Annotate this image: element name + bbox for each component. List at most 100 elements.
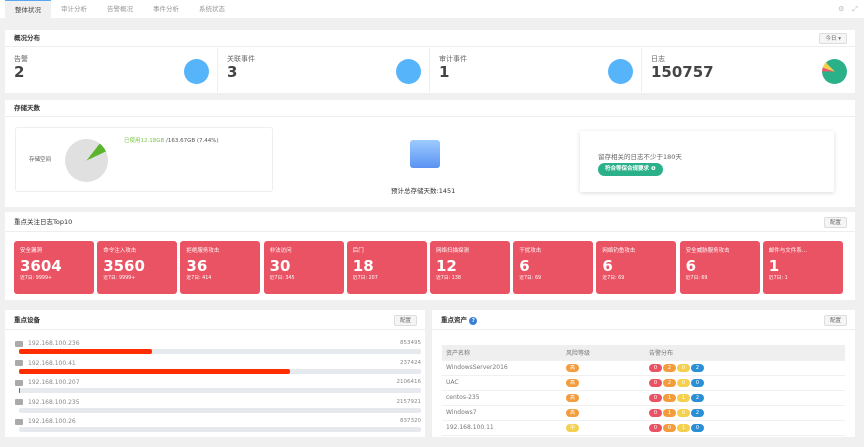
card-name: 命令注入攻击 [103,248,137,254]
card-name: 安全威胁服务攻击 [685,248,730,254]
card-name: 非法访问 [269,248,292,254]
stat-correlated[interactable]: 关联事件 3 [218,48,430,92]
top10-card[interactable]: 干扰攻击 6 近7日: 69 [513,241,594,294]
risk-cell: 中 [562,420,645,436]
assets-config-button[interactable]: 配置 [823,315,847,326]
storage-pie [65,139,108,182]
devices-config-button[interactable]: 配置 [393,315,417,326]
alert-count-badge: 0 [663,423,676,432]
top10-card[interactable]: 拒绝服务攻击 36 近7日: 414 [180,241,261,294]
alert-count-badge: 0 [677,363,690,372]
table-row[interactable]: UAC 高 0 2 0 0 [442,375,845,391]
card-recent: 近7日: 414 [186,276,212,281]
stat-logs[interactable]: 日志 150757 [642,48,855,92]
card-count: 1 [768,257,780,275]
asset-name: centos-235 [442,390,562,406]
top10-card[interactable]: 网络钓鱼攻击 6 近7日: 69 [596,241,677,294]
top10-card[interactable]: 安全漏洞 3604 近7日: 9999+ [14,241,94,294]
device-row[interactable]: 192.168.100.207 2106416 [15,379,421,395]
device-row[interactable]: 192.168.100.235 2157921 [15,399,421,415]
tab-events[interactable]: 事件分析 [153,5,179,13]
compliance-badge[interactable]: 符合等保合规要求 ❶ [598,163,663,176]
device-bar [19,427,421,432]
card-count: 6 [602,257,613,275]
alert-count-badge: 0 [649,363,662,372]
stat-value: 3 [227,63,238,81]
table-row[interactable]: Windows7 高 0 1 0 2 [442,405,845,421]
risk-badge: 高 [566,393,579,402]
stat-label: 日志 [651,55,665,63]
alert-count-badge: 1 [677,423,690,432]
used-value: 已使用12.18GB [124,138,165,144]
compliance-box: 留存相关的日志不少于180天 符合等保合规要求 ❶ [580,131,834,192]
top10-config-button[interactable]: 配置 [823,217,847,228]
card-count: 6 [685,257,697,275]
storage-usage: 已使用12.18GB /163.67GB (7.44%) [124,136,219,144]
device-row[interactable]: 192.168.100.26 837320 [15,418,421,434]
tab-overall[interactable]: 整体状况 [5,0,51,18]
help-icon[interactable]: ? [469,317,478,325]
devices-title: 重点设备 [5,310,425,330]
log-pie-chart [822,59,847,84]
alert-count-badge: 0 [649,393,662,402]
device-row[interactable]: 192.168.100.41 237424 [15,360,421,376]
alert-count-badge: 0 [677,378,690,387]
server-icon [15,379,23,386]
ip-text: 192.168.100.235 [28,398,80,406]
period-select[interactable]: 今日 ▾ [819,33,847,44]
device-value: 2157921 [396,398,422,405]
risk-badge: 中 [566,423,579,432]
asset-name: 192.168.100.11 [442,420,562,436]
expand-icon[interactable]: ⤢ [852,5,858,13]
top10-card[interactable]: 网络扫描探测 12 近7日: 138 [430,241,510,294]
alert-count-badge: 1 [663,408,676,417]
top10-card[interactable]: 命令注入攻击 3560 近7日: 9999+ [97,241,178,294]
tab-alerts[interactable]: 告警概况 [107,5,133,13]
tab-audit[interactable]: 审计分析 [61,5,87,13]
table-row[interactable]: centos-235 高 0 1 1 2 [442,390,845,406]
card-count: 12 [436,257,457,275]
gear-icon[interactable]: ⚙ [838,5,845,13]
device-row[interactable]: 192.168.100.236 853495 [15,340,421,356]
card-name: 拒绝服务攻击 [186,248,220,254]
card-name: 干扰攻击 [519,248,542,254]
device-ip: 192.168.100.26 [15,418,76,425]
ip-text: 192.168.100.26 [28,418,76,425]
device-bar-fill [19,349,152,354]
asset-name: WindowsServer2016 [442,360,562,376]
top10-card[interactable]: 安全威胁服务攻击 6 近7日: 69 [679,241,760,294]
stat-value: 150757 [651,63,714,81]
alert-count-badge: 0 [677,408,690,417]
asset-name: UAC [442,375,562,391]
assets-title: 重点资产 ? [432,310,855,330]
tab-system[interactable]: 系统状态 [199,5,225,13]
alert-count-badge: 2 [691,408,704,417]
alert-count-badge: 0 [649,408,662,417]
device-value: 837320 [400,418,421,424]
storage-panel: 存储天数 存储空间 已使用12.18GB /163.67GB (7.44%) 预… [5,100,855,207]
card-count: 30 [269,257,291,275]
assets-table: 资产名称 风险等级 告警分布 WindowsServer2016 高 0 2 0 2 UAC 高 0… [442,345,845,436]
stat-alerts[interactable]: 告警 2 [5,48,218,92]
stat-value: 1 [439,63,450,81]
alert-count-badge: 2 [691,363,704,372]
server-icon [15,399,23,405]
device-bar [19,349,421,354]
risk-cell: 高 [562,375,645,391]
storage-box: 存储空间 已使用12.18GB /163.67GB (7.44%) [15,127,273,192]
table-row[interactable]: WindowsServer2016 高 0 2 0 2 [442,360,845,376]
server-icon [15,360,23,366]
card-name: 后门 [352,248,364,254]
top10-card[interactable]: 后门 18 近7日: 207 [346,241,427,294]
stat-label: 关联事件 [227,55,255,63]
table-row[interactable]: 192.168.100.11 中 0 0 1 0 [442,420,845,436]
top10-card[interactable]: 邮件与文件系... 1 近7日: 1 [762,241,843,294]
stat-audit[interactable]: 审计事件 1 [430,48,642,92]
top10-card[interactable]: 非法访问 30 近7日: 345 [263,241,344,294]
device-value: 237424 [400,359,421,366]
overview-title: 概况分布 [5,30,855,47]
stat-chart [184,59,209,84]
